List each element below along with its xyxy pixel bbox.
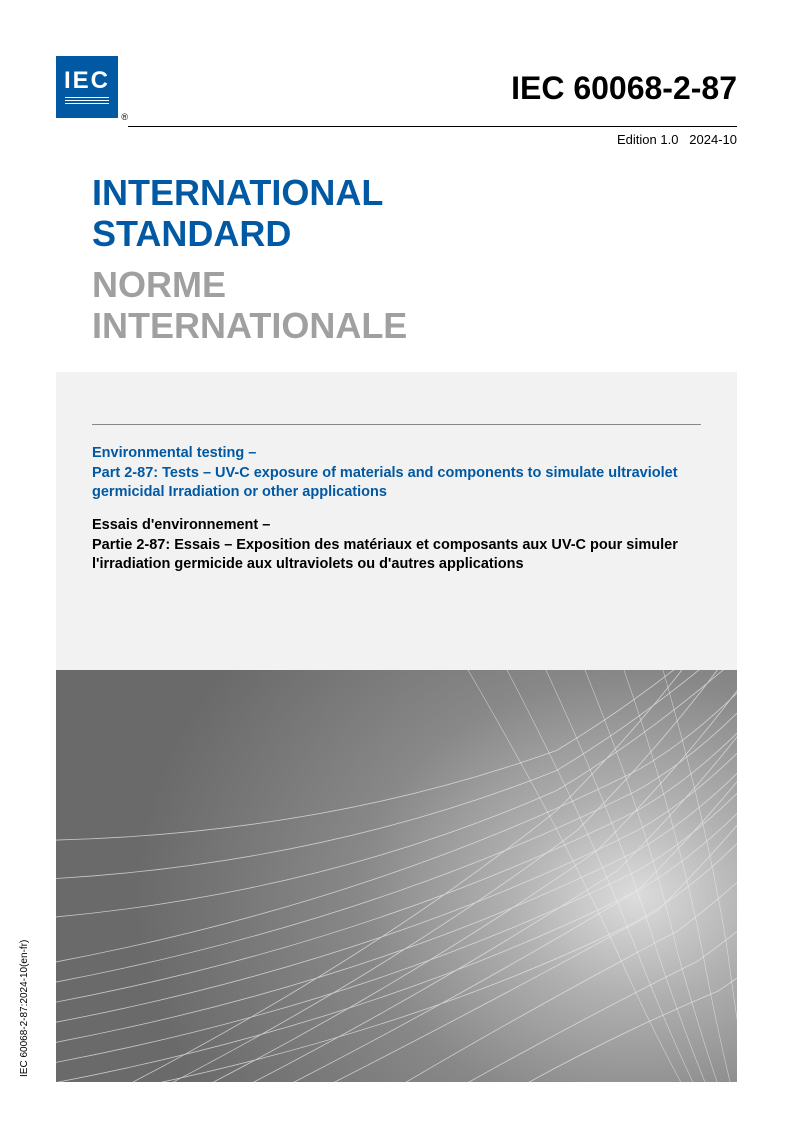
spine-reference: IEC 60068-2-87:2024-10(en-fr)	[19, 940, 30, 1077]
title-fr-line1: NORME	[92, 264, 407, 305]
desc-en-line1: Environmental testing –	[92, 444, 701, 464]
standard-code: IEC 60068-2-87	[511, 70, 737, 107]
page: IEC ® IEC 60068-2-87 Edition 1.0 2024-10…	[0, 0, 793, 1122]
edition-label: Edition 1.0	[617, 132, 678, 147]
desc-fr-line2: Partie 2-87: Essais – Exposition des mat…	[92, 536, 701, 575]
mesh-lines-icon	[56, 670, 737, 1082]
content-panel: Environmental testing – Part 2-87: Tests…	[56, 372, 737, 1082]
logo-lines-icon	[65, 97, 109, 105]
description-french: Essais d'environnement – Partie 2-87: Es…	[92, 516, 701, 575]
edition-date: 2024-10	[689, 132, 737, 147]
header-divider	[128, 126, 737, 127]
title-en-line2: STANDARD	[92, 213, 383, 254]
logo-text: IEC	[64, 69, 110, 93]
edition-info: Edition 1.0 2024-10	[617, 132, 737, 147]
desc-fr-line1: Essais d'environnement –	[92, 516, 701, 536]
iec-logo: IEC ®	[56, 56, 118, 118]
title-fr-line2: INTERNATIONALE	[92, 305, 407, 346]
panel-divider	[92, 424, 701, 425]
desc-en-line2: Part 2-87: Tests – UV-C exposure of mate…	[92, 464, 701, 503]
title-french: NORME INTERNATIONALE	[92, 264, 407, 347]
title-en-line1: INTERNATIONAL	[92, 172, 383, 213]
description-english: Environmental testing – Part 2-87: Tests…	[92, 444, 701, 503]
decorative-graphic	[56, 670, 737, 1082]
registered-mark: ®	[121, 112, 128, 122]
title-english: INTERNATIONAL STANDARD	[92, 172, 383, 255]
